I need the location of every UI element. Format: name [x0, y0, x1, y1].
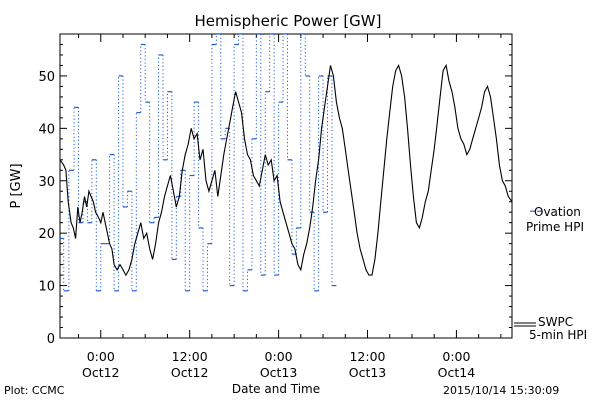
ovation-series-group: [60, 34, 337, 292]
x-tick-time-label: 12:00: [172, 349, 208, 364]
x-tick-time-label: 0:00: [265, 349, 293, 364]
timestamp: 2015/10/14 15:30:09: [443, 384, 560, 397]
y-tick-label: 40: [38, 122, 55, 137]
x-tick-time-label: 0:00: [442, 349, 470, 364]
y-tick-label: 0: [47, 332, 55, 347]
y-axis-label: P [GW]: [9, 163, 24, 208]
y-tick-label: 30: [38, 175, 55, 190]
plot-credit: Plot: CCMC: [4, 384, 65, 397]
x-tick-date-label: Oct13: [260, 365, 298, 380]
swpc-legend-label-2: 5-min HPI: [529, 328, 587, 342]
x-tick-date-label: Oct12: [171, 365, 209, 380]
y-tick-label: 50: [38, 70, 55, 85]
swpc-series-line: [60, 63, 512, 277]
x-tick-date-label: Oct13: [349, 365, 387, 380]
x-tick-time-label: 0:00: [87, 349, 115, 364]
chart-title: Hemispheric Power [GW]: [195, 12, 382, 30]
swpc-legend-label: SWPC: [538, 315, 573, 329]
y-tick-label: 20: [38, 227, 55, 242]
x-tick-time-label: 12:00: [349, 349, 385, 364]
ovation-legend-label-2: Prime HPI: [526, 220, 584, 234]
y-tick-label: 10: [38, 280, 55, 295]
x-tick-date-label: Oct12: [82, 365, 120, 380]
x-tick-date-label: Oct14: [438, 365, 476, 380]
ovation-legend-label: Ovation: [534, 205, 581, 219]
x-axis-label: Date and Time: [232, 382, 320, 396]
plot-frame: [59, 33, 513, 339]
